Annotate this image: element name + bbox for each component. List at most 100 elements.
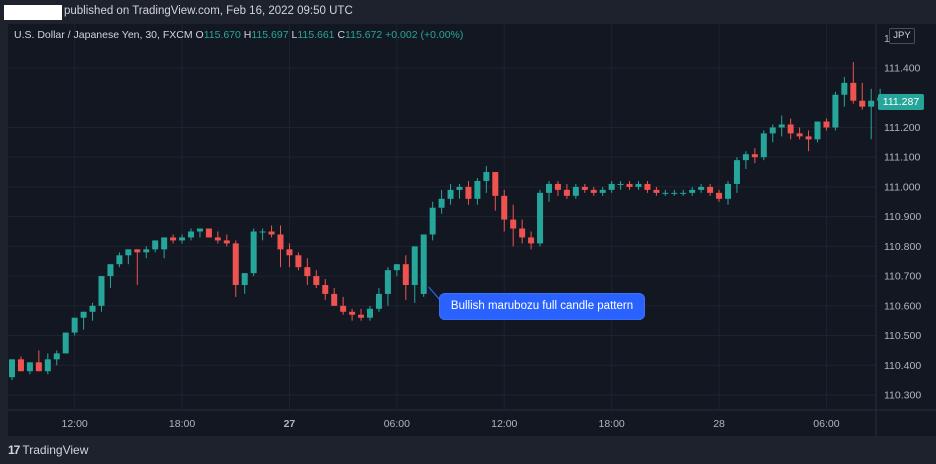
candle-body [698,186,705,190]
candle-body [161,237,168,250]
y-tick-label: 110.400 [884,360,921,372]
y-tick-label: 111.000 [884,181,921,193]
candle-body [805,136,812,140]
candle-body [760,133,767,158]
candle-body [581,186,588,190]
candle-body [232,243,239,286]
x-tick-label: 18:00 [599,418,625,430]
candle-body [250,231,257,274]
candle-body [322,285,329,294]
candle-body [635,183,642,187]
candle-body [590,189,597,193]
candle-body [859,100,866,107]
footer-bar [0,436,936,464]
candle-body [823,121,830,128]
y-tick-label: 111.200 [884,122,921,134]
open-value: 115.670 [203,29,241,41]
candle-body [349,311,356,315]
candle-body [465,186,472,199]
candle-body [116,255,123,265]
close-label: C [337,29,346,41]
redacted-author [4,5,62,20]
candle-body [35,362,42,372]
open-label: O [195,29,204,41]
close-value: 115.672 [345,29,383,41]
candle-body [778,124,785,128]
ohlc-legend: U.S. Dollar / Japanese Yen, 30, FXCM O11… [14,29,463,41]
y-tick-label: 110.700 [884,271,921,283]
candle-body [241,273,248,286]
candle-body [62,332,69,354]
candle-body [501,195,508,220]
candle-body [17,359,24,372]
candle-body [868,100,875,107]
y-tick-label: 111.400 [884,63,921,75]
candle-body [787,124,794,134]
x-tick-label: 12:00 [62,418,88,430]
y-tick-label: 110.800 [884,241,921,253]
candle-body [179,237,186,241]
chart-area[interactable] [8,24,876,436]
candle-body [707,186,714,193]
candle-body [716,192,723,199]
candle-body [742,154,749,161]
candle-body [9,359,15,378]
candle-body [599,189,606,193]
low-value: 115.661 [297,29,335,41]
candle-body [537,192,544,244]
candle-body [393,264,400,271]
candle-body [680,192,687,194]
y-tick-label: 111.100 [884,152,921,164]
y-tick-label: 110.500 [884,330,921,342]
candle-body [662,192,669,194]
candle-body [304,267,311,277]
candle-body [89,305,96,312]
publish-bar: published on TradingView.com, Feb 16, 20… [0,0,936,24]
x-tick-label: 12:00 [491,418,517,430]
brand-name: TradingView [22,443,89,457]
candle-body [554,183,561,190]
candle-body [402,264,409,286]
candle-body [438,198,445,208]
low-label: L [291,29,298,41]
candle-body [653,189,660,193]
x-tick-label: 28 [713,418,725,430]
candle-body [796,133,803,137]
currency-button[interactable]: JPY [889,28,915,44]
candle-body [644,183,651,190]
candle-body [689,189,696,193]
candle-body [98,276,105,306]
candle-body [205,228,212,238]
candle-body [841,82,848,95]
candle-body [358,314,365,318]
candle-body [572,186,579,196]
candle-body [26,362,33,372]
callout-pointer [428,286,441,301]
tv-logo-mark: 17 [8,443,20,457]
candle-body [420,234,427,294]
candle-body [277,234,284,250]
candle-body [375,293,382,309]
y-tick-label: 110.900 [884,211,921,223]
x-tick-label: 06:00 [384,418,410,430]
candle-body [671,192,678,194]
candle-body [563,189,570,196]
candle-body [134,249,141,253]
tradingview-logo[interactable]: 17 TradingView [8,443,88,457]
candle-body [223,240,230,244]
candle-body [125,249,132,256]
x-tick-label: 27 [284,418,296,430]
candle-body [814,121,821,140]
price-axis[interactable] [876,24,936,436]
symbol-name[interactable]: U.S. Dollar / Japanese Yen, 30, FXCM [14,29,193,41]
candle-body [546,183,552,193]
candle-body [384,270,391,294]
candle-body [483,172,490,181]
y-tick-label: 110.300 [884,390,921,402]
candle-body [769,127,776,134]
high-label: H [243,29,252,41]
y-tick-label: 110.600 [884,300,921,312]
candle-body [367,308,373,318]
candle-body [429,207,436,235]
